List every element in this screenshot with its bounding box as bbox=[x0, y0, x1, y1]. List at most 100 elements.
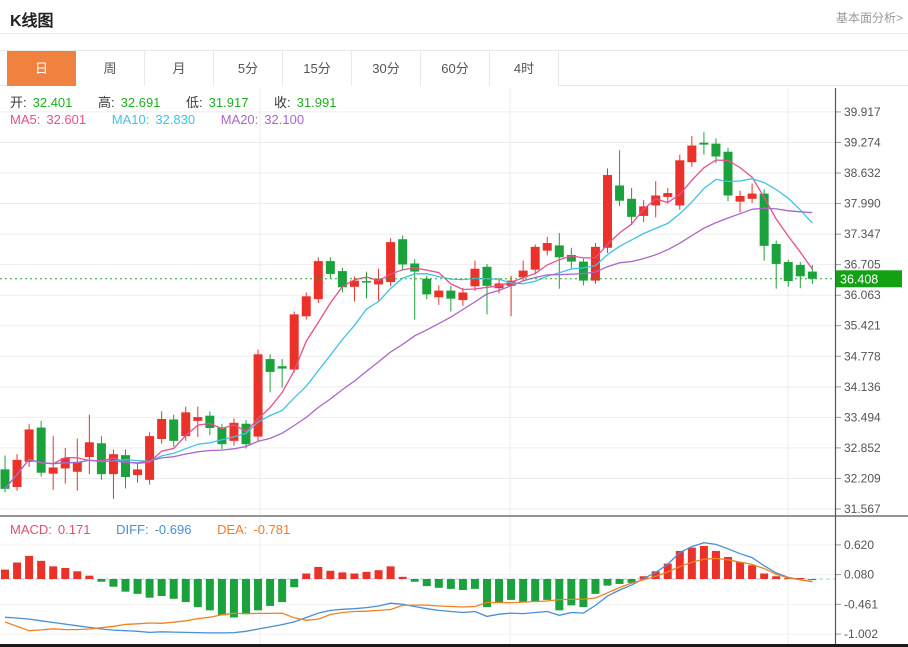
kline-chart-canvas[interactable]: 39.917 39.274 38.632 37.990 37.347 36.705 36.0… bbox=[0, 87, 908, 644]
y-axis-label: 39.917 bbox=[844, 105, 881, 119]
macd-bar bbox=[579, 579, 588, 608]
ma20-line bbox=[4, 207, 813, 490]
y-axis-label: 33.494 bbox=[844, 410, 881, 424]
macd-bar bbox=[37, 560, 46, 579]
macd-bar bbox=[699, 546, 708, 579]
macd-bar bbox=[724, 557, 732, 579]
macd-bar bbox=[410, 579, 419, 582]
tab-day[interactable]: 日 bbox=[7, 51, 76, 86]
macd-bar bbox=[145, 579, 154, 598]
macd-bar bbox=[615, 579, 624, 584]
candle-body bbox=[578, 261, 588, 281]
macd-bar bbox=[133, 579, 142, 594]
macd-bar bbox=[181, 579, 190, 603]
candle-body bbox=[747, 193, 757, 199]
current-price-value: 36.408 bbox=[840, 272, 878, 286]
macd-bar bbox=[290, 579, 299, 588]
tab-4hour[interactable]: 4时 bbox=[490, 51, 559, 86]
candle-body bbox=[603, 175, 612, 248]
macd-bar bbox=[711, 550, 720, 579]
macd-bar bbox=[157, 579, 166, 597]
candle-body bbox=[253, 354, 263, 437]
candle-body bbox=[72, 461, 82, 472]
macd-bar bbox=[193, 579, 202, 608]
macd-bar bbox=[495, 579, 504, 603]
y-axis-label: 34.778 bbox=[844, 349, 881, 363]
candle-body bbox=[48, 467, 58, 474]
candle-body bbox=[783, 262, 793, 282]
tab-60min[interactable]: 60分 bbox=[421, 51, 490, 86]
macd-bar bbox=[603, 579, 612, 586]
candle-body bbox=[639, 206, 649, 216]
y-axis-label: 34.136 bbox=[844, 380, 881, 394]
macd-bar bbox=[772, 576, 781, 579]
macd-bar bbox=[278, 579, 287, 603]
candle-body bbox=[807, 271, 817, 279]
candle-body bbox=[349, 280, 359, 287]
macd-bar bbox=[314, 566, 323, 579]
macd-bar bbox=[567, 579, 576, 606]
fundamental-analysis-link[interactable]: 基本面分析> bbox=[835, 11, 903, 25]
macd-bar bbox=[386, 566, 395, 579]
macd-bar bbox=[302, 573, 311, 579]
y-axis-label: 31.567 bbox=[844, 502, 881, 516]
candle-body bbox=[687, 145, 697, 163]
macd-bar bbox=[205, 579, 214, 611]
macd-bar bbox=[326, 570, 335, 579]
candle-body bbox=[398, 239, 408, 265]
candle-body bbox=[458, 292, 468, 301]
macd-bar bbox=[1, 569, 9, 579]
macd-bar bbox=[49, 566, 58, 579]
macd-bar bbox=[507, 579, 516, 600]
macd-bar bbox=[229, 579, 238, 618]
macd-bar bbox=[398, 576, 407, 579]
macd-bar bbox=[362, 571, 371, 579]
macd-bar bbox=[121, 579, 130, 592]
candle-body bbox=[145, 436, 155, 480]
candle-body bbox=[651, 195, 661, 206]
tab-15min[interactable]: 15分 bbox=[283, 51, 352, 86]
candle-body bbox=[205, 415, 215, 429]
macd-bar bbox=[434, 579, 443, 588]
macd-bar bbox=[736, 561, 745, 579]
candle-body bbox=[386, 242, 396, 283]
tab-5min[interactable]: 5分 bbox=[214, 51, 283, 86]
macd-bar bbox=[61, 568, 70, 579]
current-price-tag bbox=[836, 270, 902, 288]
page-header: K线图 基本面分析> bbox=[0, 0, 908, 34]
macd-bar bbox=[796, 578, 805, 579]
macd-bar bbox=[25, 555, 34, 579]
tab-week[interactable]: 周 bbox=[76, 51, 145, 86]
candle-body bbox=[735, 195, 745, 202]
macd-bar bbox=[519, 579, 528, 603]
tab-month[interactable]: 月 bbox=[145, 51, 214, 86]
macd-bar bbox=[350, 573, 359, 579]
candle-body bbox=[663, 193, 673, 197]
candle-body bbox=[24, 429, 34, 462]
candle-body bbox=[193, 417, 203, 421]
macd-bar bbox=[217, 579, 226, 616]
candle-body bbox=[566, 254, 576, 262]
macd-bar bbox=[483, 579, 491, 608]
candle-body bbox=[325, 261, 335, 274]
candle-body bbox=[518, 270, 528, 278]
candle-body bbox=[446, 290, 456, 299]
macd-bar bbox=[338, 572, 347, 579]
candle-body bbox=[699, 142, 709, 145]
candle-body bbox=[759, 193, 769, 246]
candle-body bbox=[108, 454, 118, 475]
macd-axis-label: 0.620 bbox=[844, 538, 874, 552]
candle-body bbox=[133, 469, 143, 476]
candle-body bbox=[530, 246, 540, 270]
dea-line bbox=[4, 557, 813, 632]
candle-body bbox=[0, 469, 10, 489]
macd-bar bbox=[639, 576, 648, 579]
candle-body bbox=[96, 443, 106, 475]
candle-body bbox=[590, 246, 600, 281]
candle-body bbox=[374, 278, 384, 285]
candle-body bbox=[723, 151, 733, 196]
candle-body bbox=[337, 271, 347, 288]
tab-30min[interactable]: 30分 bbox=[352, 51, 421, 86]
period-tab-bar: 日周月 5分 15分 30分 60分 4时 bbox=[0, 50, 908, 86]
macd-bar bbox=[808, 579, 817, 580]
